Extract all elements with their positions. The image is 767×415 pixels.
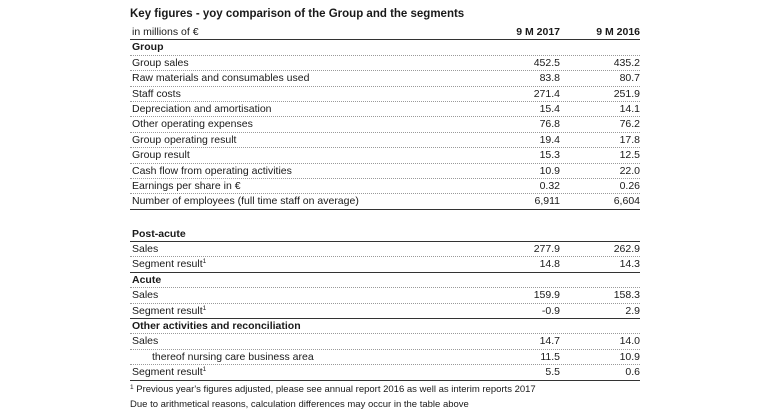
row-label: Segment result1 bbox=[132, 304, 207, 317]
row-label: Segment result1 bbox=[132, 366, 207, 379]
value-2017: -0.9 bbox=[541, 304, 560, 317]
value-2017: 14.7 bbox=[539, 335, 560, 348]
value-2016: 14.3 bbox=[619, 258, 640, 271]
row-label: Group result bbox=[132, 149, 190, 162]
row-label: Cash flow from operating activities bbox=[132, 164, 292, 177]
value-2016: 6,604 bbox=[613, 195, 640, 208]
section-heading-other: Other activities and reconciliation bbox=[130, 319, 640, 335]
table-row: Group sales 452.5 435.2 bbox=[130, 56, 640, 72]
row-label: Segment result1 bbox=[132, 258, 207, 271]
value-2016: 12.5 bbox=[619, 149, 640, 162]
footnote-marker: 1 bbox=[202, 366, 207, 374]
column-header-9m-2016: 9 M 2016 bbox=[596, 26, 640, 38]
table-row: Earnings per share in € 0.32 0.26 bbox=[130, 179, 640, 195]
table-row: Number of employees (full time staff on … bbox=[130, 194, 640, 210]
footnote-1: 1 Previous year's figures adjusted, plea… bbox=[130, 383, 536, 395]
value-2017: 15.4 bbox=[539, 102, 560, 115]
value-2017: 5.5 bbox=[545, 366, 560, 379]
footnote-2: Due to arithmetical reasons, calculation… bbox=[130, 398, 469, 410]
value-2016: 158.3 bbox=[613, 289, 640, 302]
value-2017: 159.9 bbox=[533, 289, 560, 302]
row-label: Group sales bbox=[132, 56, 189, 69]
table-row: Cash flow from operating activities 10.9… bbox=[130, 164, 640, 179]
value-2017: 11.5 bbox=[540, 350, 560, 363]
row-label: Sales bbox=[132, 243, 159, 256]
value-2017: 277.9 bbox=[533, 243, 560, 256]
table-row: Sales 14.7 14.0 bbox=[130, 334, 640, 350]
value-2016: 435.2 bbox=[613, 56, 640, 69]
value-2017: 19.4 bbox=[539, 133, 560, 146]
table-row: Staff costs 271.4 251.9 bbox=[130, 87, 640, 102]
value-2016: 22.0 bbox=[619, 164, 640, 177]
table-row: Segment result1 -0.9 2.9 bbox=[130, 304, 640, 320]
row-label: Other operating expenses bbox=[132, 118, 253, 131]
value-2017: 83.8 bbox=[539, 72, 560, 85]
row-label: thereof nursing care business area bbox=[152, 350, 314, 363]
value-2017: 15.3 bbox=[539, 149, 560, 162]
value-2016: 17.8 bbox=[619, 133, 640, 146]
value-2017: 0.32 bbox=[539, 179, 560, 192]
key-figures-table: Key figures - yoy comparison of the Grou… bbox=[130, 6, 640, 412]
section-heading-acute: Acute bbox=[130, 273, 640, 289]
table-title: Key figures - yoy comparison of the Grou… bbox=[130, 8, 465, 20]
table-row: Segment result1 14.8 14.3 bbox=[130, 257, 640, 273]
row-label: Raw materials and consumables used bbox=[132, 72, 310, 85]
table-row: Group result 15.3 12.5 bbox=[130, 148, 640, 164]
value-2017: 76.8 bbox=[539, 118, 560, 131]
row-label: Sales bbox=[132, 289, 159, 302]
value-2017: 6,911 bbox=[534, 195, 561, 208]
table-row: Sales 277.9 262.9 bbox=[130, 242, 640, 258]
unit-label: in millions of € bbox=[132, 26, 199, 38]
row-label: Number of employees (full time staff on … bbox=[132, 195, 359, 208]
row-label: Group operating result bbox=[132, 133, 237, 146]
footnote-marker: 1 bbox=[130, 383, 134, 391]
value-2017: 452.5 bbox=[533, 56, 560, 69]
value-2016: 0.26 bbox=[619, 179, 640, 192]
column-header-9m-2017: 9 M 2017 bbox=[516, 26, 560, 38]
table-row: Other operating expenses 76.8 76.2 bbox=[130, 117, 640, 133]
value-2016: 80.7 bbox=[619, 72, 640, 85]
value-2017: 10.9 bbox=[539, 164, 560, 177]
value-2016: 76.2 bbox=[619, 118, 640, 131]
value-2017: 14.8 bbox=[539, 258, 560, 271]
table-row: thereof nursing care business area 11.5 … bbox=[130, 350, 640, 366]
table-row: Group operating result 19.4 17.8 bbox=[130, 133, 640, 149]
section-spacer bbox=[130, 210, 640, 227]
value-2016: 262.9 bbox=[613, 243, 640, 256]
value-2016: 10.9 bbox=[619, 350, 640, 363]
row-label: Depreciation and amortisation bbox=[132, 102, 272, 115]
row-label: Earnings per share in € bbox=[132, 179, 241, 192]
header-row: in millions of € 9 M 2017 9 M 2016 bbox=[130, 25, 640, 41]
value-2016: 14.1 bbox=[619, 102, 640, 115]
table-row: Depreciation and amortisation 15.4 14.1 bbox=[130, 102, 640, 118]
value-2016: 2.9 bbox=[625, 304, 640, 317]
footnote-marker: 1 bbox=[202, 304, 207, 312]
value-2017: 271.4 bbox=[533, 87, 560, 100]
footnote-marker: 1 bbox=[202, 258, 207, 266]
section-heading-group: Group bbox=[130, 40, 640, 56]
value-2016: 14.0 bbox=[619, 335, 640, 348]
row-label: Sales bbox=[132, 335, 159, 348]
row-label: Staff costs bbox=[132, 87, 181, 100]
table-row: Sales 159.9 158.3 bbox=[130, 288, 640, 304]
table-row: Raw materials and consumables used 83.8 … bbox=[130, 71, 640, 87]
value-2016: 251.9 bbox=[613, 87, 640, 100]
section-heading-post-acute: Post-acute bbox=[130, 227, 640, 243]
table-row: Segment result1 5.5 0.6 bbox=[130, 365, 640, 381]
value-2016: 0.6 bbox=[625, 366, 640, 379]
